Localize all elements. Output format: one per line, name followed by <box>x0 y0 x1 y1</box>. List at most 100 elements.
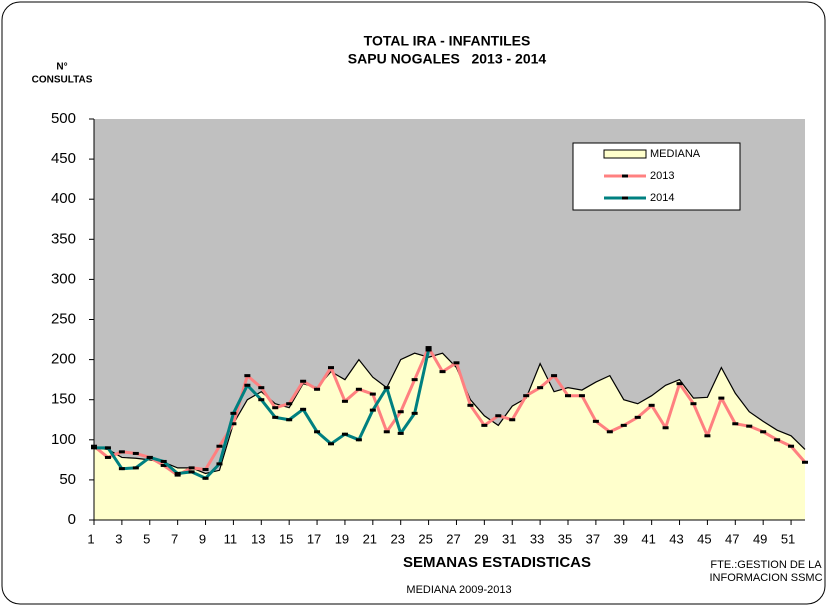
point-marker <box>592 419 599 423</box>
point-marker <box>760 430 767 434</box>
point-marker <box>439 370 446 374</box>
point-marker <box>732 422 739 426</box>
point-marker <box>230 411 237 415</box>
point-marker <box>146 455 153 459</box>
point-marker <box>118 467 125 471</box>
point-marker <box>578 394 585 398</box>
point-marker <box>160 463 167 467</box>
point-marker <box>704 434 711 438</box>
line <box>93 346 807 477</box>
x-tick-label: 45 <box>697 531 711 546</box>
point-marker <box>425 346 432 350</box>
point-marker <box>188 470 195 474</box>
point-marker <box>118 450 125 454</box>
point-marker <box>188 466 195 470</box>
point-marker <box>174 473 181 477</box>
point-marker <box>244 383 251 387</box>
x-tick-label: 51 <box>781 531 795 546</box>
point-marker <box>397 410 404 414</box>
point-marker <box>662 426 669 430</box>
x-tick-label: 11 <box>224 531 238 546</box>
point-marker <box>216 444 223 448</box>
point-marker <box>774 438 781 442</box>
source: FTE.:GESTION DE LA <box>710 559 822 571</box>
x-tick-label: 3 <box>115 531 122 546</box>
point-marker <box>314 387 321 391</box>
point-marker <box>258 398 265 402</box>
point-marker <box>328 366 334 370</box>
x-tick-label: 25 <box>418 531 432 546</box>
point-marker <box>341 399 348 403</box>
point-marker <box>369 408 376 412</box>
point-marker <box>258 386 265 390</box>
y-tick-label: 250 <box>51 310 76 327</box>
x-tick-label: 1 <box>87 531 94 546</box>
y-tick-label: 400 <box>51 190 76 207</box>
x-tick-label: 7 <box>171 531 178 546</box>
point-marker <box>411 411 418 415</box>
point-marker <box>383 430 390 434</box>
legend-marker <box>622 196 628 200</box>
y-tick-label: 450 <box>51 150 76 167</box>
point-marker <box>788 444 795 448</box>
point-marker <box>383 386 390 390</box>
x-tick-label: 37 <box>586 531 600 546</box>
point-marker <box>453 361 460 365</box>
chart-title: TOTAL IRA - INFANTILES <box>364 33 531 49</box>
point-marker <box>606 430 613 434</box>
point-marker <box>746 424 753 428</box>
point-marker <box>286 418 293 422</box>
x-tick-label: 41 <box>641 531 655 546</box>
y-tick-label: 200 <box>51 351 76 368</box>
point-marker <box>230 422 237 426</box>
legend-marker <box>622 174 628 178</box>
point-marker <box>355 387 362 391</box>
point-marker <box>634 415 641 419</box>
point-marker <box>495 414 502 418</box>
x-tick-label: 19 <box>335 531 349 546</box>
x-tick-label: 47 <box>725 531 739 546</box>
legend-label: MEDIANA <box>650 148 701 160</box>
x-tick-label: 27 <box>446 531 460 546</box>
x-tick-label: 17 <box>307 531 321 546</box>
point-marker <box>341 432 348 436</box>
point-marker <box>160 459 167 463</box>
point-marker <box>551 374 558 378</box>
point-marker <box>132 451 139 455</box>
x-tick-label: 15 <box>279 531 293 546</box>
point-marker <box>286 402 293 406</box>
point-marker <box>216 462 223 466</box>
point-marker <box>565 394 571 398</box>
y-tick-label: 350 <box>51 230 76 247</box>
x-tick-label: 29 <box>474 531 488 546</box>
y-axis-label: N° <box>56 62 67 73</box>
point-marker <box>718 396 725 400</box>
point-marker <box>300 379 307 383</box>
point-marker <box>300 407 307 411</box>
x-tick-label: 31 <box>502 531 516 546</box>
x-tick-label: 35 <box>558 531 572 546</box>
point-marker <box>523 394 530 398</box>
x-tick-label: 9 <box>199 531 206 546</box>
point-marker <box>104 446 111 450</box>
y-tick-label: 50 <box>59 471 76 488</box>
legend-label: 2014 <box>650 192 674 204</box>
x-axis-label: SEMANAS ESTADISTICAS <box>403 554 591 571</box>
point-marker <box>328 442 334 446</box>
note: MEDIANA 2009-2013 <box>406 584 511 596</box>
x-tick-label: 39 <box>614 531 628 546</box>
point-marker <box>202 476 209 480</box>
point-marker <box>509 418 516 422</box>
point-marker <box>397 431 404 435</box>
legend-label: 2013 <box>650 170 674 182</box>
y-tick-label: 500 <box>51 110 76 127</box>
x-tick-label: 23 <box>390 531 404 546</box>
x-tick-label: 21 <box>363 531 377 546</box>
point-marker <box>355 438 362 442</box>
point-marker <box>467 403 474 407</box>
point-marker <box>369 392 376 396</box>
point-marker <box>202 467 209 471</box>
legend-swatch <box>603 149 647 159</box>
point-marker <box>648 403 655 407</box>
